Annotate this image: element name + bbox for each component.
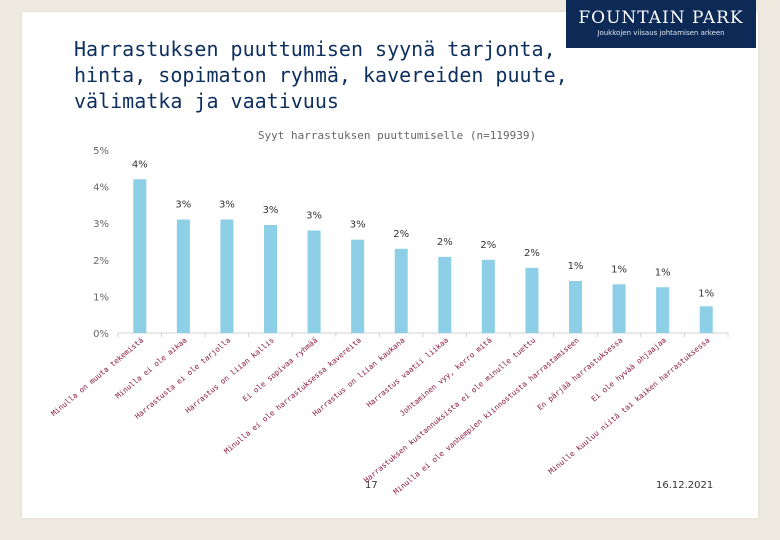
x-tick-label: Harrastuksen kustannuksista ei ole minul… bbox=[362, 336, 537, 485]
chart-title: Syyt harrastuksen puuttumiselle (n=11993… bbox=[258, 129, 536, 142]
y-tick-label: 2% bbox=[93, 256, 109, 267]
data-label: 2% bbox=[393, 229, 409, 240]
title-line-2: hinta, sopimaton ryhmä, kavereiden puute… bbox=[74, 63, 568, 87]
x-tick-label: Minulle kuuluu niitä tai kaiken harrastu… bbox=[547, 336, 712, 476]
data-label: 1% bbox=[568, 261, 584, 272]
x-tick-label: Minulla on muuta tekemistä bbox=[49, 336, 145, 418]
title-line-1: Harrastuksen puuttumisen syynä tarjonta, bbox=[74, 37, 556, 61]
data-label: 3% bbox=[306, 211, 322, 222]
y-tick-label: 4% bbox=[93, 183, 109, 194]
y-tick-label: 1% bbox=[93, 292, 109, 303]
logo-brand: FOUNTAIN PARK bbox=[578, 8, 744, 28]
x-tick-label: Harrastus on liian kallis bbox=[184, 336, 276, 415]
bar bbox=[569, 281, 582, 333]
bar bbox=[612, 284, 626, 333]
page-title: Harrastuksen puuttumisen syynä tarjonta,… bbox=[74, 36, 594, 114]
data-label: 1% bbox=[611, 264, 627, 275]
x-tick-label: Johtaminen vyy, kerro mitä bbox=[398, 336, 494, 418]
data-label: 3% bbox=[350, 220, 366, 231]
data-label: 1% bbox=[655, 267, 671, 278]
data-label: 3% bbox=[175, 200, 191, 211]
data-label: 3% bbox=[219, 200, 235, 211]
title-line-3: välimatka ja vaativuus bbox=[74, 89, 339, 113]
data-label: 4% bbox=[132, 159, 148, 170]
x-tick-label: Ei ole hyvää ohjaajaa bbox=[590, 336, 668, 404]
bar bbox=[525, 267, 539, 333]
x-tick-label: Harrastus vaatii liikaa bbox=[365, 336, 450, 410]
data-label: 3% bbox=[263, 205, 279, 216]
bar bbox=[133, 179, 147, 333]
bar bbox=[394, 248, 408, 333]
x-tick-label: Ei ole sopivaa ryhmää bbox=[241, 336, 319, 404]
logo-tagline: Joukkojen viisaus johtamisen arkeen bbox=[597, 29, 725, 37]
bar bbox=[264, 225, 277, 333]
data-label: 2% bbox=[437, 237, 453, 248]
company-logo: FOUNTAIN PARK Joukkojen viisaus johtamis… bbox=[566, 0, 756, 48]
data-label: 2% bbox=[524, 248, 540, 259]
x-tick-label: Minulla ei ole aikaa bbox=[114, 336, 189, 401]
bar bbox=[307, 230, 321, 333]
slide-date: 16.12.2021 bbox=[656, 480, 714, 491]
data-label: 2% bbox=[480, 240, 496, 251]
bar bbox=[481, 259, 495, 333]
y-tick-label: 3% bbox=[93, 219, 109, 230]
bar bbox=[351, 239, 365, 333]
y-tick-label: 0% bbox=[93, 329, 109, 340]
data-label: 1% bbox=[698, 288, 714, 299]
x-tick-label: En pärjää harrastuksessa bbox=[536, 336, 625, 413]
page-number: 17 bbox=[365, 480, 378, 491]
bar bbox=[438, 256, 452, 333]
bar bbox=[656, 287, 670, 333]
bar bbox=[220, 219, 234, 333]
bar bbox=[699, 306, 713, 333]
x-tick-label: Harrastus on liian kaukana bbox=[311, 336, 407, 418]
y-tick-label: 5% bbox=[93, 146, 109, 157]
bar bbox=[176, 219, 190, 333]
